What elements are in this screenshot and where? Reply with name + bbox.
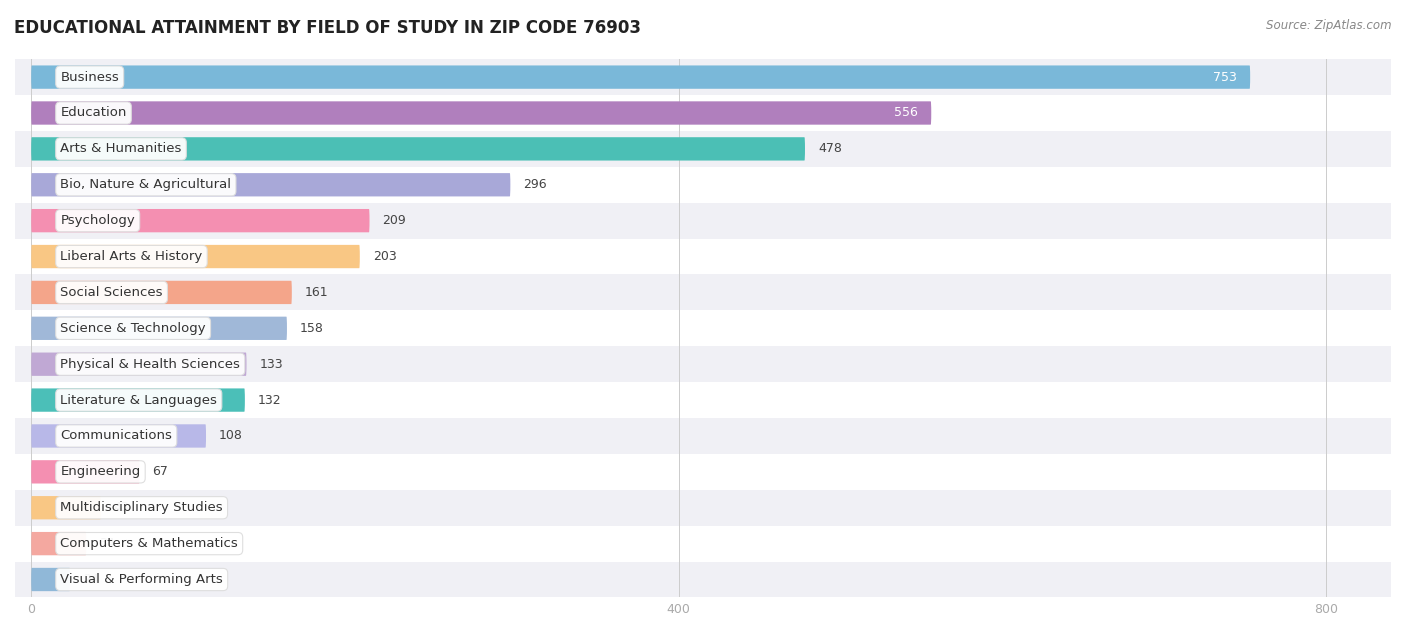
Bar (15, 274, 1391, 310)
Bar (15, 382, 1391, 418)
FancyBboxPatch shape (31, 353, 246, 376)
Bar (15, 131, 1391, 167)
FancyBboxPatch shape (31, 209, 370, 232)
Text: 108: 108 (219, 430, 243, 442)
Text: 158: 158 (299, 322, 323, 335)
Text: 43: 43 (114, 501, 129, 514)
Text: 132: 132 (257, 394, 281, 406)
Text: Liberal Arts & History: Liberal Arts & History (60, 250, 202, 263)
Bar (15, 346, 1391, 382)
FancyBboxPatch shape (31, 281, 292, 304)
Text: 67: 67 (153, 465, 169, 478)
FancyBboxPatch shape (31, 66, 1250, 89)
Text: 209: 209 (382, 214, 406, 227)
Text: Communications: Communications (60, 430, 172, 442)
Text: Literature & Languages: Literature & Languages (60, 394, 217, 406)
Bar (15, 526, 1391, 562)
FancyBboxPatch shape (31, 389, 245, 412)
Bar (15, 310, 1391, 346)
Bar (15, 95, 1391, 131)
FancyBboxPatch shape (31, 137, 806, 160)
FancyBboxPatch shape (31, 568, 70, 591)
FancyBboxPatch shape (31, 102, 931, 125)
Text: Education: Education (60, 107, 127, 119)
FancyBboxPatch shape (31, 424, 207, 447)
Text: 556: 556 (894, 107, 918, 119)
Text: EDUCATIONAL ATTAINMENT BY FIELD OF STUDY IN ZIP CODE 76903: EDUCATIONAL ATTAINMENT BY FIELD OF STUDY… (14, 19, 641, 37)
Text: Physical & Health Sciences: Physical & Health Sciences (60, 358, 240, 370)
Text: Engineering: Engineering (60, 465, 141, 478)
Text: 753: 753 (1213, 71, 1237, 84)
FancyBboxPatch shape (31, 460, 139, 483)
Text: Psychology: Psychology (60, 214, 135, 227)
Text: Source: ZipAtlas.com: Source: ZipAtlas.com (1267, 19, 1392, 32)
Bar (15, 59, 1391, 95)
Bar (15, 418, 1391, 454)
FancyBboxPatch shape (31, 496, 101, 519)
Text: Science & Technology: Science & Technology (60, 322, 205, 335)
FancyBboxPatch shape (31, 317, 287, 340)
FancyBboxPatch shape (31, 173, 510, 196)
Text: 203: 203 (373, 250, 396, 263)
Text: Bio, Nature & Agricultural: Bio, Nature & Agricultural (60, 179, 232, 191)
Bar (15, 203, 1391, 239)
FancyBboxPatch shape (31, 245, 360, 268)
Text: Multidisciplinary Studies: Multidisciplinary Studies (60, 501, 224, 514)
Text: 24: 24 (83, 573, 98, 586)
Text: Arts & Humanities: Arts & Humanities (60, 143, 181, 155)
Bar (15, 490, 1391, 526)
Text: 161: 161 (305, 286, 329, 299)
Text: 34: 34 (100, 537, 115, 550)
Text: 478: 478 (818, 143, 842, 155)
Text: Business: Business (60, 71, 120, 84)
FancyBboxPatch shape (31, 532, 86, 555)
Bar (15, 562, 1391, 598)
Text: Computers & Mathematics: Computers & Mathematics (60, 537, 238, 550)
Bar (15, 167, 1391, 203)
Bar (15, 239, 1391, 274)
Text: 296: 296 (523, 179, 547, 191)
Text: Visual & Performing Arts: Visual & Performing Arts (60, 573, 224, 586)
Bar (15, 454, 1391, 490)
Text: Social Sciences: Social Sciences (60, 286, 163, 299)
Text: 133: 133 (260, 358, 283, 370)
